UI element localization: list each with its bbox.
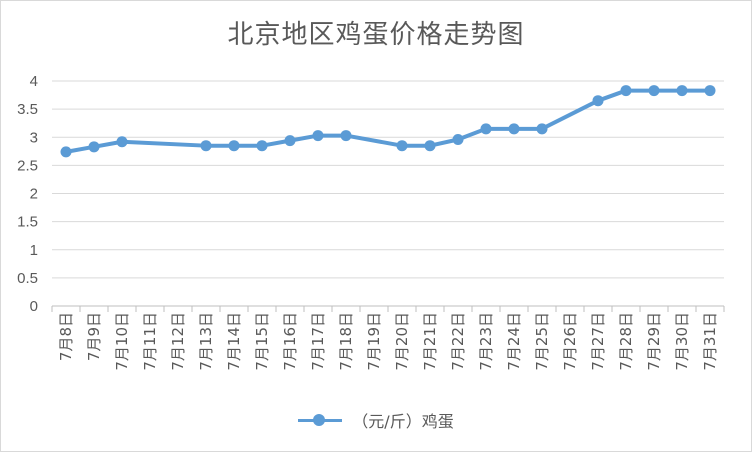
y-tick-label: 3.5 [17,101,38,118]
y-tick-label: 4 [30,73,38,90]
x-tick-label: 7月30日 [673,312,691,371]
legend-label: （元/斤）鸡蛋 [352,412,454,431]
x-tick-label: 7月13日 [197,312,215,371]
gridlines [52,80,724,307]
data-point [340,130,352,142]
x-tick-label: 7月21日 [421,312,439,371]
data-point [704,85,716,97]
x-tick-label: 7月19日 [365,312,383,371]
x-tick-label: 7月23日 [477,312,495,371]
data-point [60,146,72,158]
y-tick-label: 1 [30,242,38,259]
legend: （元/斤）鸡蛋 [0,408,752,432]
x-axis [51,306,725,312]
data-point [536,123,548,135]
data-point [452,134,464,145]
y-tick-label: 0 [30,298,38,315]
x-tick-label: 7月24日 [505,312,523,371]
data-point [396,140,408,152]
x-tick-label: 7月22日 [449,312,467,371]
x-tick-label: 7月18日 [337,312,355,371]
y-tick-label: 1.5 [17,214,38,231]
x-tick-label: 7月10日 [113,312,131,371]
data-point [284,135,296,147]
x-tick-label: 7月8日 [57,312,75,361]
series-line [65,88,710,154]
chart-title: 北京地区鸡蛋价格走势图 [227,20,525,50]
x-tick-label: 7月15日 [253,312,271,371]
data-point [116,136,128,148]
data-point [88,141,100,153]
x-tick-label: 7月27日 [589,312,607,371]
y-tick-label: 2 [30,186,38,203]
x-tick-label: 7月16日 [281,312,299,371]
x-axis-ticks: 7月8日 7月9日 7月10日 7月11日 7月12日 7月13日 7月14日 7月15日 7月… [57,312,719,371]
x-tick-label: 7月14日 [225,312,243,371]
data-point [508,123,520,135]
data-point [676,85,688,97]
data-point [648,85,660,97]
data-point [424,140,436,152]
data-point [228,140,240,152]
x-tick-label: 7月26日 [561,312,579,371]
data-point [312,130,324,142]
x-tick-label: 7月28日 [617,312,635,371]
data-point [592,95,604,107]
x-tick-label: 7月12日 [169,312,187,371]
x-tick-label: 7月11日 [141,312,159,371]
x-tick-label: 7月31日 [701,312,719,371]
data-point [256,140,268,152]
data-point [620,85,632,97]
data-point [480,123,492,135]
data-point [200,140,212,152]
x-tick-label: 7月17日 [309,312,327,371]
y-tick-label: 0.5 [17,270,38,287]
x-tick-label: 7月20日 [393,312,411,371]
y-tick-label: 3 [30,129,38,146]
x-tick-label: 7月29日 [645,312,663,371]
series-egg-price [60,85,716,158]
y-tick-label: 2.5 [17,157,38,174]
x-tick-label: 7月25日 [533,312,551,371]
y-axis-ticks: 0 0.5 1 1.5 2 2.5 3 3.5 4 [17,73,38,315]
legend-swatch [298,413,343,427]
x-tick-label: 7月9日 [85,312,103,361]
